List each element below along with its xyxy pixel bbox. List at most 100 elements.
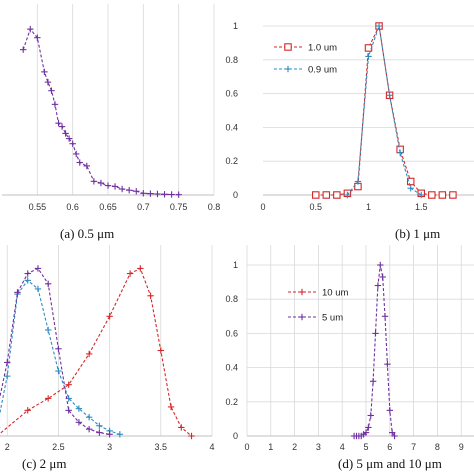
data-point [396, 149, 404, 156]
data-point [75, 405, 83, 412]
data-point [34, 265, 42, 272]
y-tick-label: 0.4 [225, 363, 238, 373]
legend-marker [284, 43, 292, 51]
data-point [106, 313, 113, 320]
data-point [4, 372, 11, 380]
data-point [311, 191, 320, 199]
data-point [428, 191, 436, 199]
x-tick-label: 7 [411, 442, 416, 452]
data-point [364, 44, 373, 52]
x-tick-label: 8 [435, 442, 440, 452]
chart-panel-1: 0 0.5 1 1.5 0 0.2 0.4 0.6 0.8 1 1.0 um 0.9 um (b) 1 … [225, 21, 474, 241]
data-point [406, 177, 415, 186]
y-tick-label: 1 [233, 21, 238, 31]
data-point [104, 182, 112, 189]
data-point [375, 22, 383, 30]
data-point [34, 34, 41, 41]
data-point [65, 135, 73, 142]
x-tick-label: 3.5 [155, 442, 168, 452]
data-point [126, 187, 133, 194]
x-tick-label: 0 [260, 202, 265, 212]
y-tick-label: 0.6 [225, 328, 238, 338]
data-point [161, 191, 168, 198]
chart-panel-3: 0 1 2 3 4 5 6 7 8 9 0 0.2 0.4 0.6 0.8 1 10 um 5 um (d) 5 μ… [225, 245, 474, 471]
data-point [97, 179, 105, 187]
x-tick-label: 6 [387, 442, 392, 452]
data-point [20, 46, 27, 53]
x-tick-label: 0.8 [208, 202, 221, 212]
data-point [369, 378, 377, 385]
data-point [154, 190, 161, 198]
data-point [41, 68, 48, 76]
data-point [58, 123, 66, 130]
legend-marker [298, 313, 306, 321]
y-tick-label: 0.6 [225, 89, 238, 99]
x-tick-label: 3 [316, 442, 321, 452]
data-point [365, 424, 372, 431]
data-point [62, 130, 69, 137]
data-point [14, 289, 21, 296]
x-tick-label: 2 [5, 442, 10, 452]
data-point [111, 183, 119, 190]
data-point [118, 185, 126, 193]
legend-label: 0.9 um [308, 65, 337, 76]
x-tick-label: 4 [209, 442, 214, 452]
data-point [407, 185, 414, 192]
x-tick-label: 0 [244, 442, 249, 452]
data-point [24, 277, 31, 284]
data-point [83, 162, 90, 170]
data-point [386, 407, 393, 414]
data-point [96, 429, 103, 436]
data-point [65, 407, 72, 414]
data-point [65, 381, 72, 388]
x-tick-label: 2.5 [52, 442, 65, 452]
legend-item: 0.9 um [274, 65, 337, 76]
x-tick-label: 0.55 [29, 202, 47, 212]
data-point [85, 425, 93, 433]
y-tick-label: 0 [233, 431, 238, 441]
data-point [55, 367, 62, 375]
panel-caption: (d) 5 μm and 10 μm [338, 456, 442, 471]
data-point [147, 190, 154, 197]
data-point [388, 429, 396, 436]
data-point [4, 359, 11, 366]
data-point [157, 347, 165, 354]
data-point [90, 178, 98, 185]
data-point [126, 270, 134, 277]
data-point [381, 313, 389, 320]
legend-label: 1.0 um [308, 43, 337, 54]
data-point [44, 395, 52, 402]
data-point [85, 350, 93, 358]
y-tick-label: 0.8 [225, 55, 238, 65]
data-point [24, 270, 31, 277]
legend-label: 10 um [322, 288, 348, 299]
chart-panel-2: 2 2.5 3 3.5 4 (c) 2 μm [0, 245, 215, 471]
data-point [85, 413, 93, 421]
data-point [44, 78, 52, 86]
data-point [69, 140, 76, 147]
y-tick-label: 0.2 [225, 156, 238, 166]
x-tick-label: 4 [340, 442, 345, 452]
data-point [55, 119, 62, 127]
y-tick-label: 0 [233, 190, 238, 200]
data-point [377, 261, 384, 269]
data-point [106, 431, 113, 438]
data-point [34, 285, 42, 293]
data-point [48, 87, 55, 94]
data-point [73, 150, 80, 158]
data-point [76, 159, 83, 166]
data-point [24, 407, 31, 414]
panel-caption: (c) 2 μm [22, 456, 67, 471]
data-point [44, 280, 52, 288]
data-point [96, 422, 103, 429]
x-tick-label: 0.6 [66, 202, 79, 212]
x-tick-label: 0.7 [137, 202, 150, 212]
data-point [75, 419, 83, 426]
panel-caption: (a) 0.5 μm [60, 226, 114, 241]
legend-item: 1.0 um [274, 43, 337, 54]
data-point [137, 265, 144, 272]
data-point [27, 25, 34, 33]
x-tick-label: 9 [459, 442, 464, 452]
series-line-2 [0, 267, 110, 435]
